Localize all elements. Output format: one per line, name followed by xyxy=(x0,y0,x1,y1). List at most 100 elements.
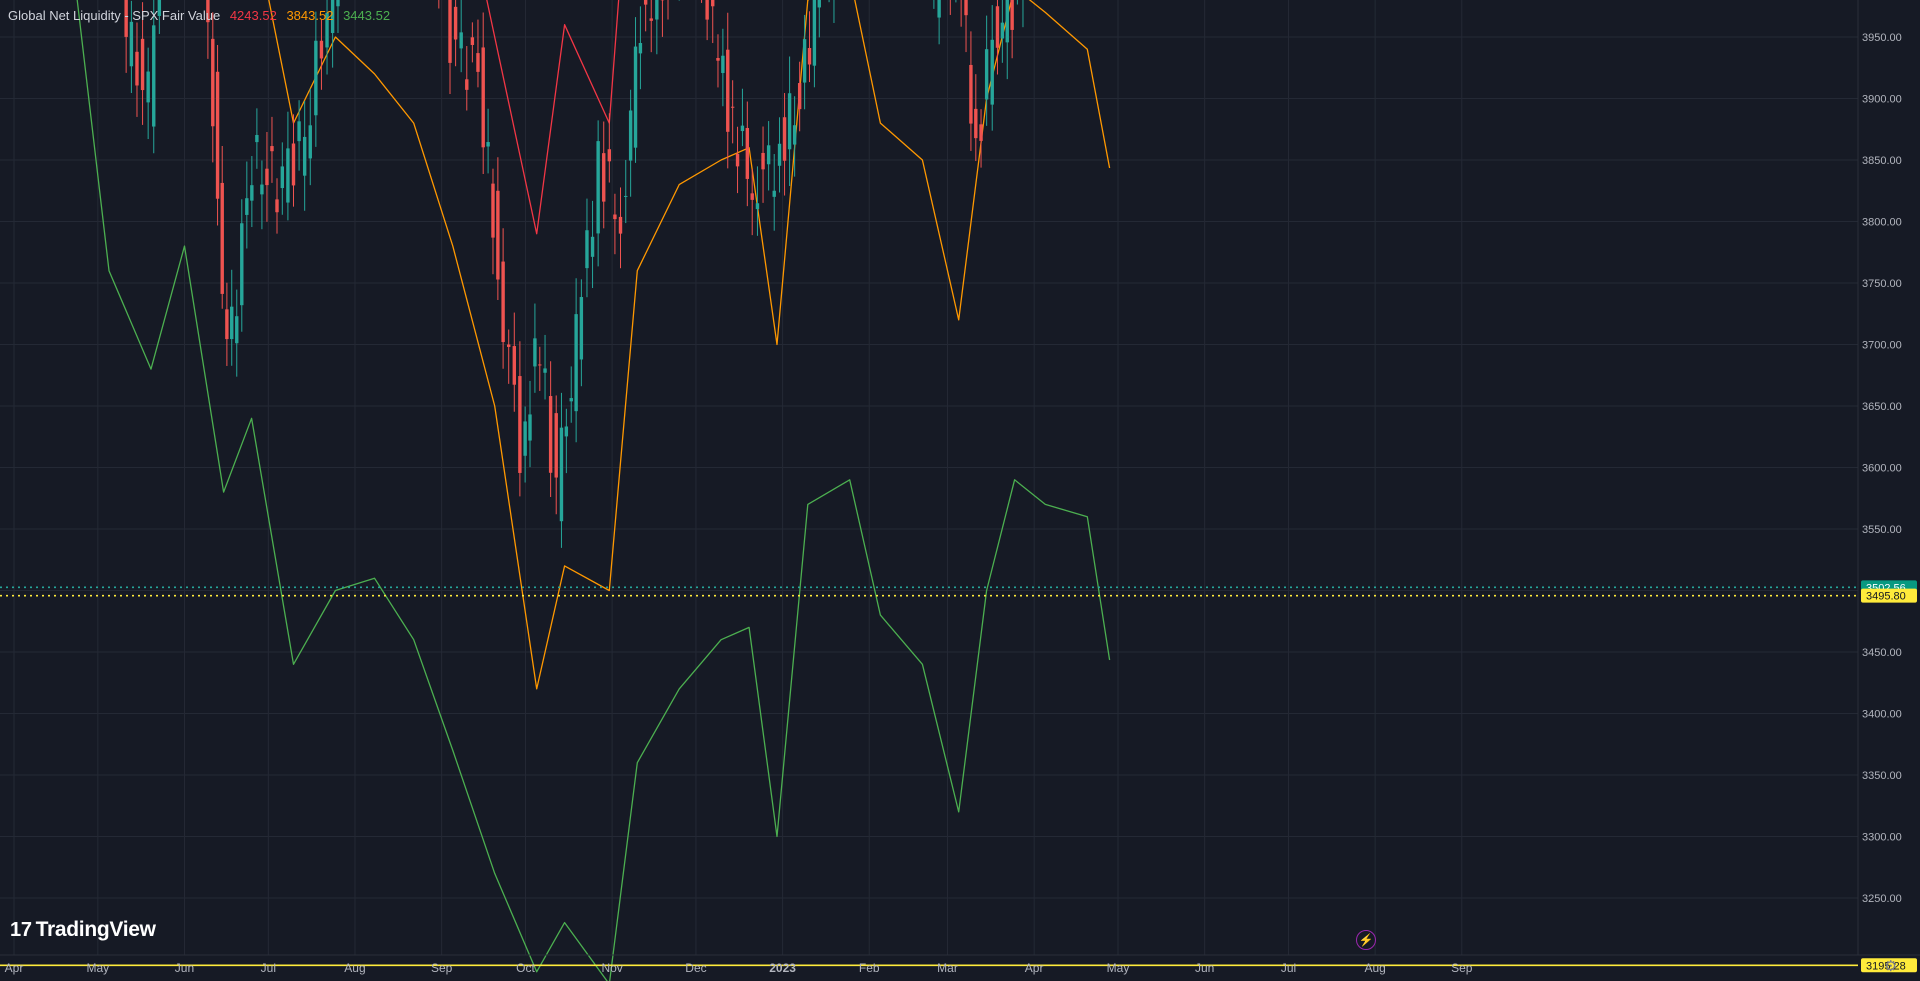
candle xyxy=(721,55,725,74)
candle xyxy=(129,21,134,67)
candle xyxy=(245,198,249,215)
legend-value-green: 3443.52 xyxy=(343,8,391,23)
candle xyxy=(152,25,156,127)
candle xyxy=(777,143,782,166)
price-tick-label: 3700.00 xyxy=(1862,340,1902,352)
candle xyxy=(766,145,771,165)
time-tick-label: Nov xyxy=(601,961,622,975)
candle xyxy=(574,314,578,412)
time-axis: Apr May Jun Jul Aug Sep Oct Nov Dec 2023 Feb Mar Apr… xyxy=(0,954,1920,975)
legend-value-red: 4243.52 xyxy=(229,8,277,23)
time-tick-label: Aug xyxy=(344,961,365,975)
candle xyxy=(260,184,264,195)
candle xyxy=(613,214,617,220)
candle xyxy=(638,42,643,54)
candle xyxy=(797,83,802,110)
candle xyxy=(984,49,989,100)
candle xyxy=(649,18,653,21)
price-label: 3195.28 xyxy=(1866,960,1906,972)
candle xyxy=(291,143,296,186)
candle xyxy=(726,49,730,132)
price-tick-label: 3750.00 xyxy=(1862,278,1902,290)
candle xyxy=(308,125,312,159)
candle xyxy=(275,199,279,213)
candle xyxy=(230,306,234,340)
legend-value-orange: 3843.52 xyxy=(286,8,334,23)
candle xyxy=(782,117,787,161)
candle xyxy=(624,195,628,197)
candle xyxy=(538,364,542,366)
candle xyxy=(596,141,600,234)
candle xyxy=(618,216,623,234)
candle xyxy=(448,0,452,63)
candle xyxy=(135,51,139,86)
candle xyxy=(280,166,285,189)
candle xyxy=(336,0,340,7)
gear-icon[interactable]: ⚙ xyxy=(1884,958,1898,975)
candle xyxy=(470,37,475,45)
candle xyxy=(270,146,274,152)
horizontal-lines xyxy=(0,586,1858,967)
chart-legend: Global Net Liquidity - SPX Fair Value 42… xyxy=(8,8,396,23)
candle xyxy=(286,148,290,203)
candle xyxy=(817,0,821,8)
price-label: 3495.80 xyxy=(1866,591,1906,603)
candle xyxy=(802,39,807,83)
candle xyxy=(250,185,254,201)
time-tick-label: Jul xyxy=(1281,961,1296,975)
candle xyxy=(453,6,458,40)
legend-title: Global Net Liquidity - SPX Fair Value xyxy=(8,8,221,23)
candle xyxy=(569,398,573,402)
candle xyxy=(146,71,150,103)
lightning-icon[interactable]: ⚡ xyxy=(1356,930,1376,950)
time-tick-label: Mar xyxy=(937,961,958,975)
time-tick-label: Apr xyxy=(1025,961,1044,975)
candle xyxy=(716,57,720,61)
time-tick-label: May xyxy=(1107,961,1130,975)
candle xyxy=(240,223,244,306)
candle xyxy=(711,0,715,7)
candle xyxy=(507,344,511,347)
candle xyxy=(579,297,584,360)
price-tick-label: 3850.00 xyxy=(1862,155,1902,167)
candle xyxy=(1005,0,1009,43)
time-tick-label: Dec xyxy=(685,961,706,975)
time-tick-label: Jun xyxy=(175,961,194,975)
price-axis: 3250.003300.003350.003400.003450.003500.… xyxy=(1857,0,1920,981)
price-tick-label: 3950.00 xyxy=(1862,32,1902,44)
candle xyxy=(602,153,606,202)
candle xyxy=(501,261,505,343)
candle xyxy=(215,71,220,199)
candle xyxy=(974,108,978,139)
candle xyxy=(730,106,735,108)
candle xyxy=(486,142,490,147)
series-line-1 xyxy=(268,0,1111,690)
candle xyxy=(1010,0,1014,30)
candle xyxy=(548,396,553,473)
candle xyxy=(969,64,973,124)
candle xyxy=(990,39,994,105)
candle xyxy=(157,0,162,16)
candle xyxy=(206,0,210,23)
candle xyxy=(297,121,301,142)
candle xyxy=(496,190,500,280)
candle xyxy=(225,309,229,340)
candle xyxy=(265,168,269,186)
candle xyxy=(655,0,659,20)
price-tick-label: 3550.00 xyxy=(1862,524,1902,536)
candle xyxy=(628,110,633,161)
logo-mark: 17 xyxy=(10,919,32,941)
candle xyxy=(772,190,776,197)
price-tick-label: 3600.00 xyxy=(1862,463,1902,475)
time-tick-label: May xyxy=(87,961,110,975)
candle xyxy=(745,128,750,179)
time-tick-label: 2023 xyxy=(769,961,796,975)
candle xyxy=(476,53,480,72)
candle xyxy=(607,149,612,162)
candle xyxy=(787,93,792,150)
candle xyxy=(755,203,760,210)
candle xyxy=(325,12,329,48)
candle xyxy=(314,40,318,116)
price-label-bg xyxy=(1861,958,1917,973)
